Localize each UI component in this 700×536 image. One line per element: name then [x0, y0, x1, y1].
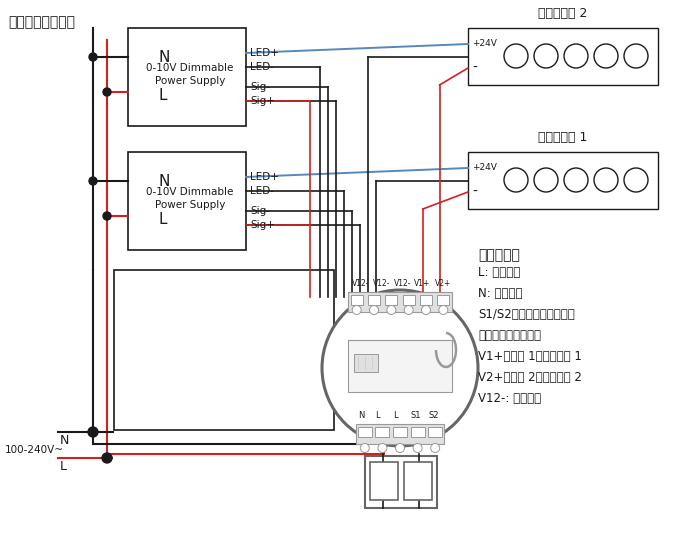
Bar	[365, 456, 437, 508]
Circle shape	[624, 168, 648, 192]
Text: 单色温灯带 2: 单色温灯带 2	[538, 7, 588, 20]
Text: （仅支持复位开关）: （仅支持复位开关）	[478, 329, 541, 342]
Circle shape	[103, 88, 111, 96]
Bar	[128, 28, 246, 126]
Text: N: N	[158, 175, 169, 190]
Text: Sig+: Sig+	[250, 96, 275, 106]
Bar	[420, 295, 432, 305]
Bar	[404, 462, 432, 500]
Circle shape	[564, 168, 588, 192]
Text: V12-: V12-	[393, 279, 411, 288]
Bar	[370, 462, 398, 500]
Text: LED+: LED+	[250, 172, 279, 182]
Bar	[128, 152, 246, 250]
Circle shape	[322, 290, 478, 446]
Circle shape	[534, 44, 558, 68]
Circle shape	[103, 212, 111, 220]
Bar	[358, 427, 372, 437]
Text: S1/S2：传统有线开关输入: S1/S2：传统有线开关输入	[478, 308, 575, 321]
Text: -: -	[472, 61, 477, 75]
Text: V1+: V1+	[414, 279, 430, 288]
Circle shape	[404, 306, 413, 315]
Circle shape	[88, 427, 98, 437]
Text: L: L	[158, 212, 167, 227]
Bar	[114, 270, 334, 430]
Text: 100-240V~: 100-240V~	[5, 445, 64, 455]
Circle shape	[102, 453, 112, 463]
Circle shape	[421, 306, 430, 315]
Text: Power Supply: Power Supply	[155, 200, 225, 210]
Text: V2+: V2+	[435, 279, 452, 288]
Text: N: 公共零线: N: 公共零线	[478, 287, 522, 300]
Text: L: L	[60, 459, 67, 473]
Text: -: -	[472, 185, 477, 199]
Bar	[468, 152, 658, 209]
Circle shape	[413, 443, 422, 452]
Text: Sig-: Sig-	[250, 82, 270, 92]
Bar	[393, 427, 407, 437]
Text: +24V: +24V	[472, 40, 497, 48]
Circle shape	[439, 306, 448, 315]
Text: Sig-: Sig-	[250, 206, 270, 216]
Text: V1+：正极 1，控制灯带 1: V1+：正极 1，控制灯带 1	[478, 350, 582, 363]
Text: LED+: LED+	[250, 48, 279, 58]
Circle shape	[89, 53, 97, 61]
Bar	[348, 340, 452, 392]
Bar	[375, 427, 389, 437]
Bar	[356, 424, 444, 444]
Circle shape	[352, 306, 361, 315]
Text: S1: S1	[411, 411, 421, 420]
Text: 端子说明：: 端子说明：	[478, 248, 520, 262]
Bar	[351, 295, 363, 305]
Bar	[428, 427, 442, 437]
Circle shape	[594, 44, 618, 68]
Text: L: L	[376, 411, 380, 420]
Circle shape	[430, 443, 440, 452]
Bar	[411, 427, 425, 437]
Circle shape	[624, 44, 648, 68]
Text: V12-: 公共负极: V12-: 公共负极	[478, 392, 541, 405]
Text: Power Supply: Power Supply	[155, 76, 225, 86]
Text: Sig+: Sig+	[250, 220, 275, 230]
Text: 单色温灯带 1: 单色温灯带 1	[538, 131, 588, 144]
Text: LED-: LED-	[250, 186, 274, 196]
Circle shape	[504, 168, 528, 192]
Text: LED-: LED-	[250, 62, 274, 72]
Text: 0-10V Dimmable: 0-10V Dimmable	[146, 63, 234, 73]
Text: L: L	[158, 88, 167, 103]
Text: 0-10V Dimmable: 0-10V Dimmable	[146, 187, 234, 197]
Text: N: N	[60, 434, 69, 446]
Text: S2: S2	[428, 411, 439, 420]
Bar	[438, 295, 449, 305]
Circle shape	[360, 443, 370, 452]
Text: 单色温模式接线：: 单色温模式接线：	[8, 15, 75, 29]
Circle shape	[564, 44, 588, 68]
Text: V2+：正极 2，控制灯带 2: V2+：正极 2，控制灯带 2	[478, 371, 582, 384]
Text: +24V: +24V	[472, 163, 497, 173]
Bar	[368, 295, 380, 305]
Text: L: L	[393, 411, 398, 420]
Circle shape	[395, 443, 405, 452]
Text: N: N	[158, 50, 169, 65]
Circle shape	[504, 44, 528, 68]
Text: L: 输入火线: L: 输入火线	[478, 266, 520, 279]
Circle shape	[387, 306, 395, 315]
Text: V12-: V12-	[373, 279, 391, 288]
Circle shape	[370, 306, 379, 315]
Circle shape	[594, 168, 618, 192]
Bar	[402, 295, 414, 305]
Circle shape	[378, 443, 387, 452]
Bar	[354, 354, 378, 372]
Bar	[468, 28, 658, 85]
Bar	[348, 292, 452, 312]
Text: V12-: V12-	[352, 279, 370, 288]
Circle shape	[89, 177, 97, 185]
Text: N: N	[358, 411, 365, 420]
Circle shape	[534, 168, 558, 192]
Bar	[385, 295, 398, 305]
